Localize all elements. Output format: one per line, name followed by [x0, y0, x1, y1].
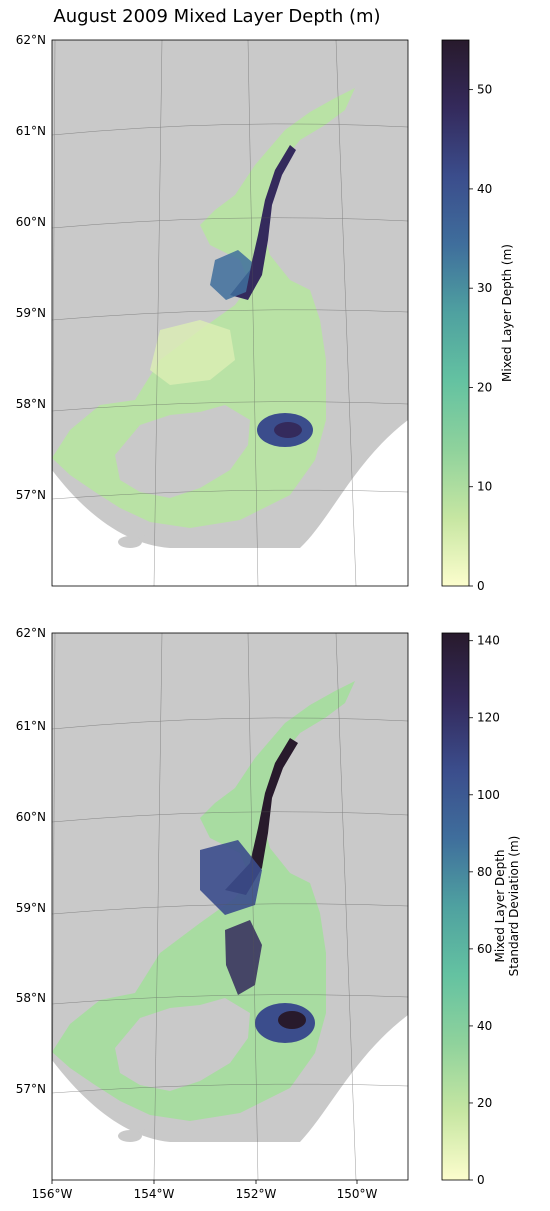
colorbar-gradient [441, 632, 470, 1181]
colorbar-mean: 0 10 20 30 40 50 Mixed Layer Depth (m) [441, 39, 514, 593]
lat-tick-label: 58°N [16, 397, 46, 411]
colorbar-tick-label: 20 [477, 1096, 492, 1110]
map-panel-mean: 62°N 61°N 60°N 59°N 58°N 57°N [16, 33, 409, 587]
graticule [52, 40, 408, 586]
lon-tick-label: 152°W [236, 1187, 277, 1201]
small-islands [118, 1130, 142, 1142]
kodiak-island [115, 998, 250, 1091]
map-panel-std: 62°N 61°N 60°N 59°N 58°N 57°N 156°W 154°W 152°W… [16, 626, 409, 1201]
lat-tick-label: 58°N [16, 991, 46, 1005]
inlet-mid-band [210, 250, 252, 300]
deep-eddy-core [278, 1011, 306, 1029]
lat-tick-label: 57°N [16, 488, 46, 502]
colorbar-tick-label: 30 [477, 281, 492, 295]
colorbar-tick-label: 40 [477, 1019, 492, 1033]
colorbar-tick-label: 50 [477, 83, 492, 97]
inlet-deep-band [225, 738, 298, 895]
lat-tick-label: 62°N [16, 626, 46, 640]
colorbar-label-line: Mixed Layer Depth (m) [500, 244, 514, 382]
lat-tick-label: 61°N [16, 124, 46, 138]
colorbar-tick-label: 20 [477, 380, 492, 394]
map-frame [51, 39, 409, 587]
colorbar-label-line: Standard Deviation (m) [507, 836, 521, 977]
inlet-mid-band [200, 840, 262, 915]
colorbar-label-line: Mixed Layer Depth [493, 849, 507, 962]
colorbar-gradient [441, 39, 470, 587]
lon-tick-label: 156°W [32, 1187, 73, 1201]
open-ocean-area [52, 1015, 408, 1180]
colorbar-tick-label: 0 [477, 1173, 485, 1187]
kodiak-island [115, 405, 250, 498]
colorbar-tick-label: 40 [477, 182, 492, 196]
lat-tick-label: 57°N [16, 1082, 46, 1096]
colorbar-tick-label: 80 [477, 865, 492, 879]
deep-eddy-core [274, 422, 302, 438]
colorbar-tick-label: 140 [477, 634, 500, 648]
lat-tick-label: 62°N [16, 33, 46, 47]
lat-tick-label: 61°N [16, 719, 46, 733]
open-ocean-area [52, 420, 408, 586]
colorbar-tick-label: 10 [477, 480, 492, 494]
graticule [52, 633, 408, 1180]
lat-tick-label: 59°N [16, 306, 46, 320]
figure-title: August 2009 Mixed Layer Depth (m) [53, 6, 381, 27]
map-frame [51, 632, 409, 1181]
lat-tick-label: 59°N [16, 901, 46, 915]
shelf-light-patch [150, 320, 235, 385]
small-islands [118, 536, 142, 548]
lon-tick-label: 154°W [134, 1187, 175, 1201]
inlet-deep-band [230, 145, 296, 300]
lat-tick-label: 60°N [16, 215, 46, 229]
small-islands [143, 534, 157, 542]
small-islands [143, 1128, 157, 1136]
kennedy-deep-band [225, 920, 262, 995]
colorbar-tick-label: 0 [477, 579, 485, 593]
colorbar-tick-label: 60 [477, 942, 492, 956]
colorbar-label: Mixed Layer Depth (m) [500, 244, 514, 382]
colorbar-label: Mixed Layer DepthStandard Deviation (m) [493, 836, 521, 977]
colorbar-std: 0 20 40 60 80 100 120 140 Mixed Layer DepthStan… [441, 632, 521, 1187]
colorbar-tick-label: 120 [477, 711, 500, 725]
lon-tick-label: 150°W [337, 1187, 378, 1201]
lat-tick-label: 60°N [16, 810, 46, 824]
colorbar-tick-label: 100 [477, 788, 500, 802]
